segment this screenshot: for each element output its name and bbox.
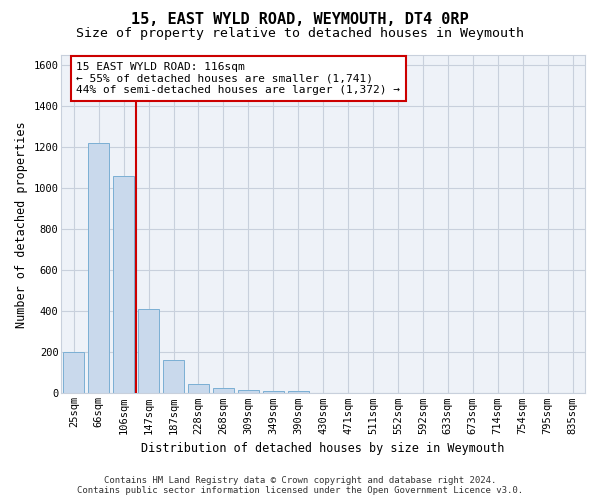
Bar (113, 176, 134, 394)
Bar (63, 352, 85, 394)
Bar (287, 392, 309, 394)
Bar (138, 310, 159, 394)
Bar (263, 391, 284, 394)
Text: 15 EAST WYLD ROAD: 116sqm
← 55% of detached houses are smaller (1,741)
44% of se: 15 EAST WYLD ROAD: 116sqm ← 55% of detac… (76, 62, 400, 95)
Bar (88, 143, 109, 394)
Bar (238, 390, 259, 394)
X-axis label: Distribution of detached houses by size in Weymouth: Distribution of detached houses by size … (142, 442, 505, 455)
Text: Contains HM Land Registry data © Crown copyright and database right 2024.
Contai: Contains HM Land Registry data © Crown c… (77, 476, 523, 495)
Bar (188, 384, 209, 394)
Text: 15, EAST WYLD ROAD, WEYMOUTH, DT4 0RP: 15, EAST WYLD ROAD, WEYMOUTH, DT4 0RP (131, 12, 469, 28)
Text: Size of property relative to detached houses in Weymouth: Size of property relative to detached ho… (76, 28, 524, 40)
Y-axis label: Number of detached properties: Number of detached properties (15, 121, 28, 328)
Bar (213, 388, 234, 394)
Bar (163, 360, 184, 394)
